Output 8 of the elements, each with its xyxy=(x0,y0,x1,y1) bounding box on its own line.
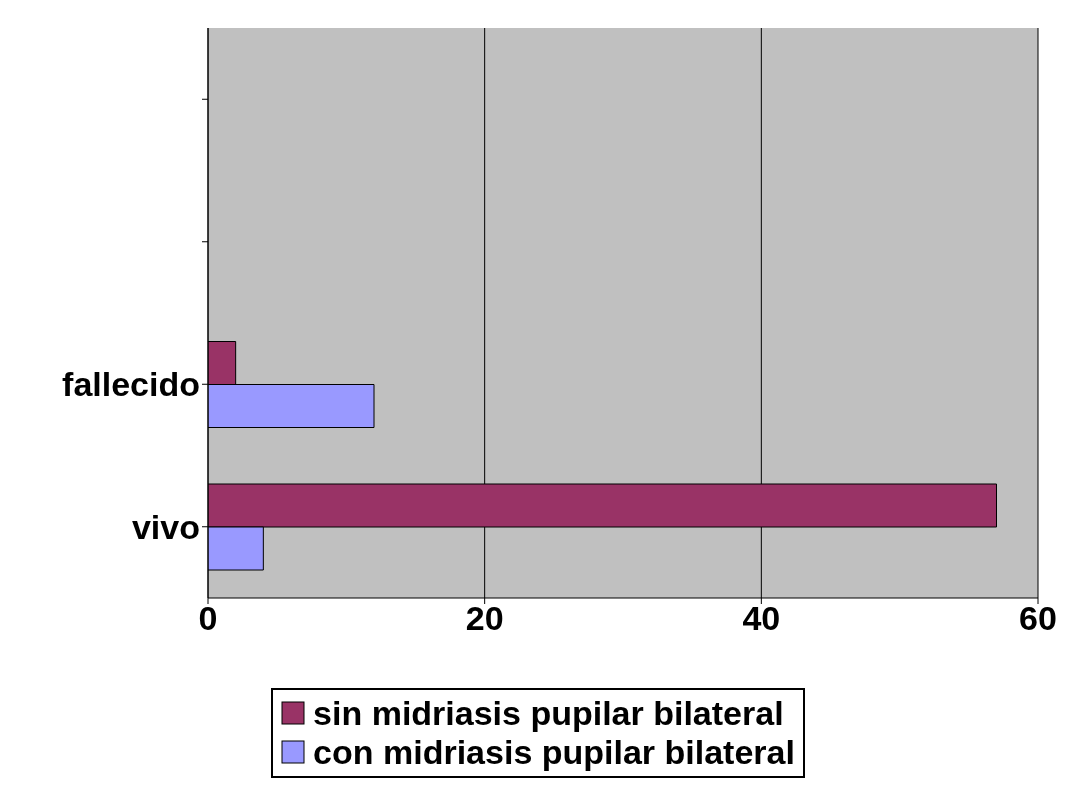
legend-label: con midriasis pupilar bilateral xyxy=(313,733,795,772)
y-tick-label: vivo xyxy=(131,507,200,546)
legend-label: sin midriasis pupilar bilateral xyxy=(313,694,784,733)
x-tick-label: 40 xyxy=(742,599,781,638)
x-tick-label: 0 xyxy=(198,599,218,638)
x-tick-label: 60 xyxy=(1019,599,1057,638)
x-tick-label: 20 xyxy=(465,599,504,638)
y-tick-label: fallecido xyxy=(62,365,200,404)
